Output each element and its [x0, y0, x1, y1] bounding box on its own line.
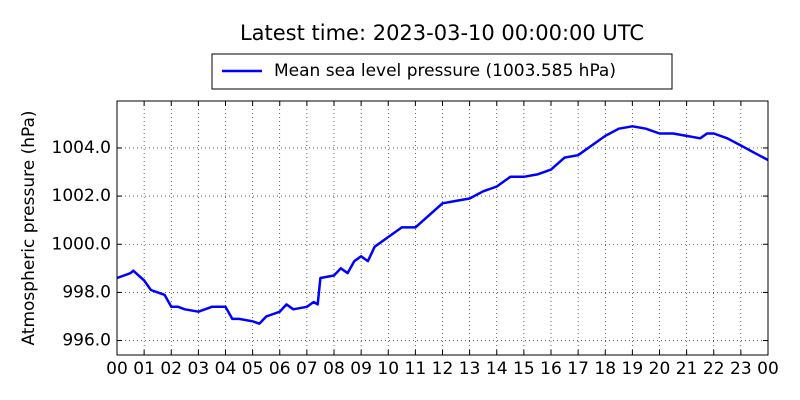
plot-frame [116, 100, 769, 356]
x-tick-label: 19 [622, 359, 644, 379]
x-tick-label: 16 [540, 359, 562, 379]
x-tick-label: 08 [323, 359, 345, 379]
x-tick-label: 20 [649, 359, 671, 379]
data-line [116, 125, 769, 325]
y-tick-label: 1002.0 [52, 186, 111, 206]
y-tick-label: 1000.0 [52, 234, 111, 254]
x-tick-label: 00 [757, 359, 779, 379]
x-tick-label: 15 [513, 359, 535, 379]
x-tick-label: 10 [377, 359, 399, 379]
legend-box [211, 53, 673, 90]
x-tick-label: 04 [215, 359, 237, 379]
x-tick-label: 21 [676, 359, 698, 379]
x-tick-label: 17 [567, 359, 589, 379]
x-tick-label: 23 [730, 359, 752, 379]
x-tick-label: 22 [703, 359, 725, 379]
y-axis-label: Atmospheric pressure (hPa) [19, 110, 39, 345]
x-tick-label: 00 [106, 359, 128, 379]
x-tick-label: 12 [432, 359, 454, 379]
y-tick-label: 998.0 [62, 282, 111, 302]
x-tick-label: 09 [350, 359, 372, 379]
chart-title: Latest time: 2023-03-10 00:00:00 UTC [240, 21, 644, 45]
x-tick-label: 13 [459, 359, 481, 379]
y-tick-label: 996.0 [62, 331, 111, 351]
x-tick-label: 01 [133, 359, 155, 379]
x-tick-label: 11 [405, 359, 427, 379]
y-tick-label: 1004.0 [52, 138, 111, 158]
x-tick-label: 07 [296, 359, 318, 379]
legend-label: Mean sea level pressure (1003.585 hPa) [274, 61, 616, 81]
x-tick-label: 02 [160, 359, 182, 379]
x-tick-label: 06 [269, 359, 291, 379]
x-tick-label: 03 [188, 359, 210, 379]
x-tick-label: 05 [242, 359, 264, 379]
x-tick-label: 18 [594, 359, 616, 379]
x-tick-label: 14 [486, 359, 508, 379]
